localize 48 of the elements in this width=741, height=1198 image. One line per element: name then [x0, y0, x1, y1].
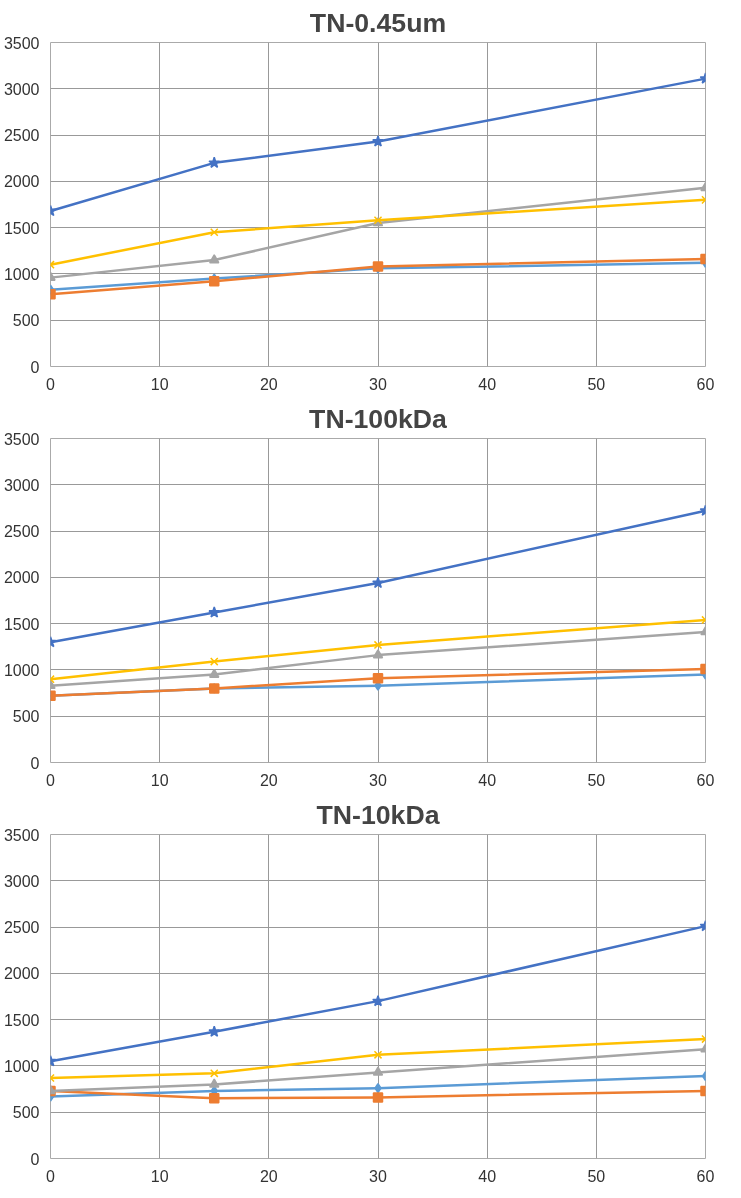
x-tick-label: 50 — [587, 375, 606, 393]
x-tick-label: 50 — [587, 1167, 606, 1185]
y-tick-label: 3500 — [3, 826, 40, 844]
y-tick-label: 1500 — [3, 1011, 40, 1029]
y-tick-label: 0 — [30, 358, 40, 376]
y-tick-label: 1500 — [3, 219, 40, 237]
x-tick-label: 60 — [696, 375, 715, 393]
y-tick-label: 2000 — [3, 173, 40, 191]
x-tick-label: 40 — [478, 771, 497, 789]
x-tick-label: 60 — [696, 771, 715, 789]
y-tick-label: 500 — [12, 1104, 40, 1122]
x-tick-label: 30 — [369, 1167, 387, 1185]
x-tick-label: 60 — [696, 1167, 715, 1185]
y-tick-label: 3500 — [3, 34, 40, 52]
y-tick-label: 500 — [12, 312, 40, 330]
x-tick-label: 0 — [46, 771, 56, 789]
x-tick-label: 30 — [369, 771, 387, 789]
y-tick-label: 0 — [30, 1150, 40, 1168]
y-tick-label: 3000 — [3, 80, 40, 98]
x-tick-label: 20 — [259, 375, 278, 393]
y-tick-label: 3000 — [3, 476, 40, 494]
y-tick-label: 2500 — [3, 127, 40, 145]
x-tick-label: 10 — [150, 1167, 169, 1185]
y-tick-label: 0 — [30, 754, 40, 772]
y-tick-label: 1000 — [3, 661, 40, 679]
y-tick-label: 2000 — [3, 965, 40, 983]
y-tick-label: 500 — [12, 708, 40, 726]
y-tick-label: 2000 — [3, 569, 40, 587]
x-tick-label: 40 — [478, 1167, 497, 1185]
chart-title: TN-100kDa — [309, 403, 448, 434]
y-tick-label: 3500 — [3, 430, 40, 448]
y-tick-label: 3000 — [3, 872, 40, 890]
y-tick-label: 1000 — [3, 1057, 40, 1075]
x-tick-label: 0 — [46, 1167, 56, 1185]
x-tick-label: 0 — [46, 375, 56, 393]
x-tick-label: 20 — [259, 1167, 278, 1185]
x-tick-label: 30 — [369, 375, 387, 393]
chart-title: TN-10kDa — [316, 799, 440, 830]
y-tick-label: 1500 — [3, 615, 40, 633]
x-tick-label: 10 — [150, 375, 169, 393]
chart-title: TN-0.45um — [309, 7, 447, 38]
x-tick-label: 20 — [259, 771, 278, 789]
x-tick-label: 10 — [150, 771, 169, 789]
x-tick-label: 50 — [587, 771, 606, 789]
y-tick-label: 2500 — [3, 523, 40, 541]
x-tick-label: 40 — [478, 375, 497, 393]
y-tick-label: 1000 — [3, 265, 40, 283]
y-tick-label: 2500 — [3, 919, 40, 937]
